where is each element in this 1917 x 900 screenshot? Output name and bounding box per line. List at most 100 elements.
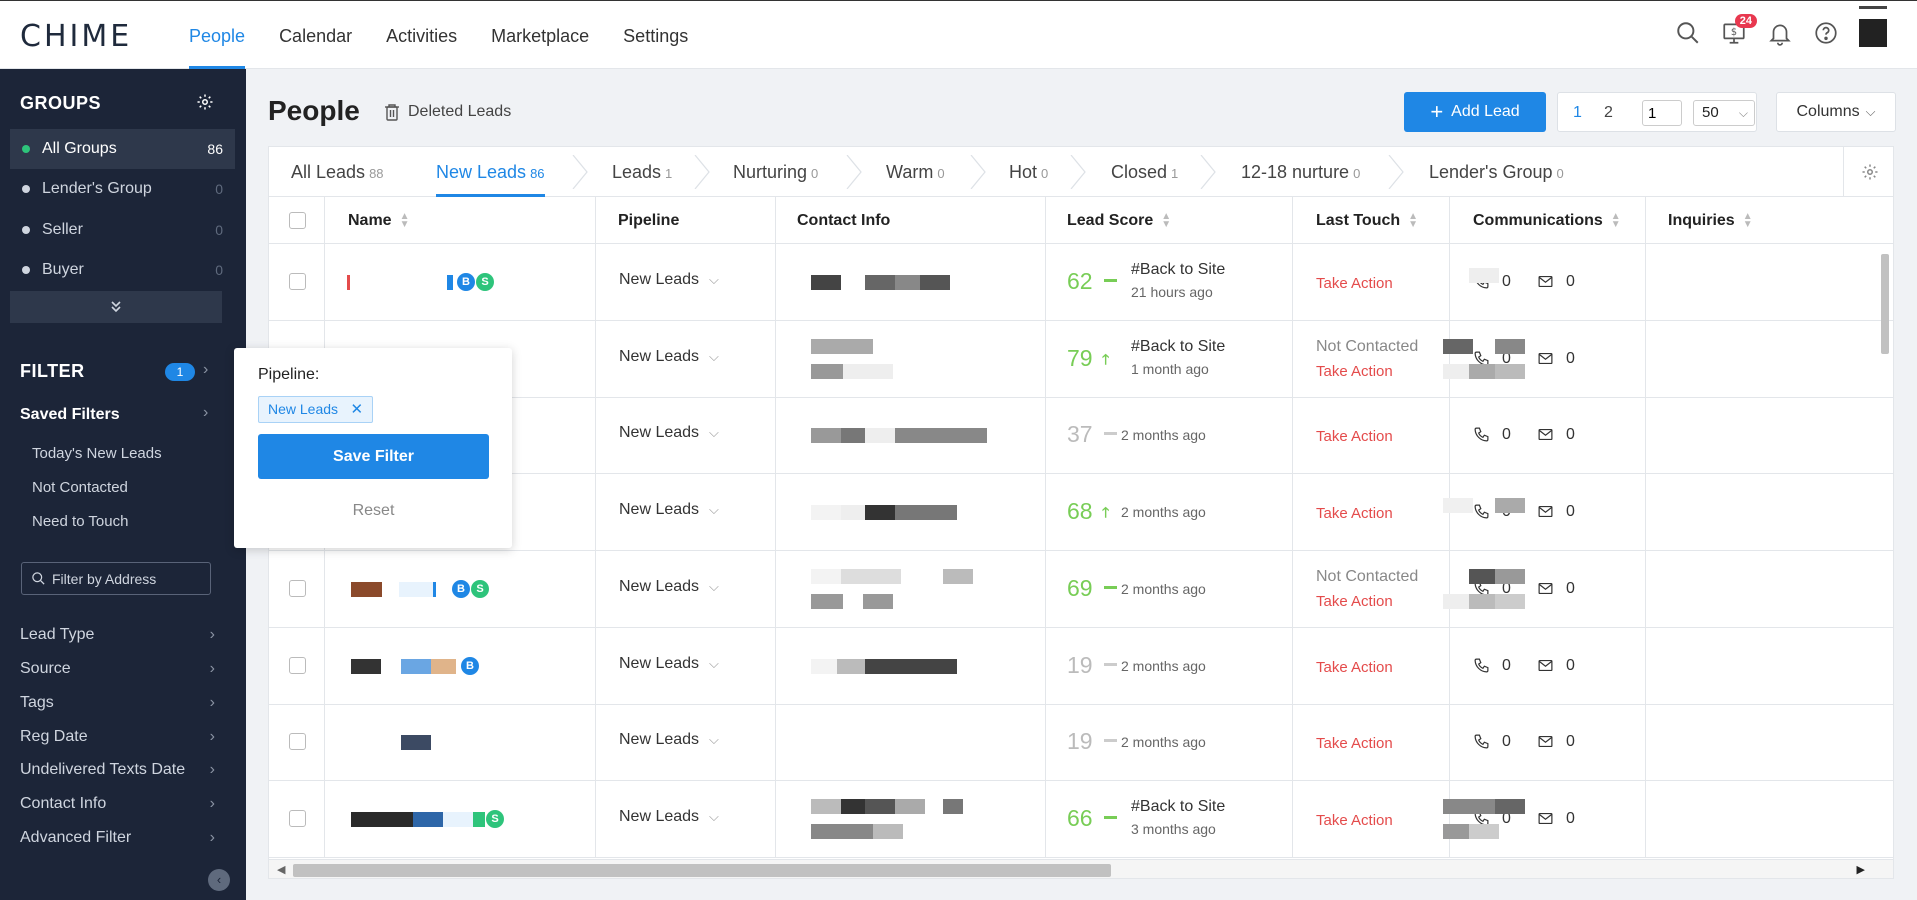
- column-header-lead-score[interactable]: Lead Score ▲ ▼: [1067, 197, 1171, 244]
- pipeline-dropdown[interactable]: New Leads ⌵: [619, 424, 719, 442]
- close-icon[interactable]: ✕: [350, 401, 364, 418]
- nav-marketplace[interactable]: Marketplace: [491, 26, 590, 46]
- take-action-link[interactable]: Take Action: [1316, 362, 1393, 380]
- save-filter-button[interactable]: Save Filter: [258, 434, 489, 479]
- phone-icon[interactable]: [1473, 657, 1490, 674]
- mail-icon[interactable]: [1537, 273, 1554, 290]
- tab-warm[interactable]: Warm 0: [886, 147, 945, 197]
- facet-advanced-filter[interactable]: Advanced Filter ›: [20, 829, 215, 847]
- sort-icon[interactable]: ▲ ▼: [1408, 210, 1419, 230]
- column-header-last-touch[interactable]: Last Touch ▲ ▼: [1316, 197, 1418, 244]
- table-row[interactable]: S New Leads ⌵ 66 #Back to Site 3 months ago Ta…: [269, 781, 1893, 858]
- table-row[interactable]: New Leads ⌵ 37 2 months ago Take Action 0 0: [269, 397, 1893, 475]
- saved-filter-need-to-touch[interactable]: Need to Touch: [32, 513, 129, 530]
- facet-undelivered-texts-date[interactable]: Undelivered Texts Date ›: [20, 761, 215, 779]
- sort-icon[interactable]: ▲ ▼: [1610, 210, 1621, 230]
- take-action-link[interactable]: Take Action: [1316, 592, 1393, 610]
- column-header-inquiries[interactable]: Inquiries ▲ ▼: [1668, 197, 1753, 244]
- take-action-link[interactable]: Take Action: [1316, 275, 1393, 292]
- tab-nurturing[interactable]: Nurturing 0: [733, 147, 818, 197]
- sort-icon[interactable]: ▲ ▼: [1742, 210, 1753, 230]
- take-action-link[interactable]: Take Action: [1316, 735, 1393, 753]
- mail-icon[interactable]: [1537, 580, 1554, 597]
- row-checkbox[interactable]: [289, 809, 306, 827]
- column-header-name[interactable]: Name ▲ ▼: [348, 197, 409, 244]
- tab-closed[interactable]: Closed 1: [1111, 147, 1178, 197]
- per-page-select[interactable]: 50 ⌵: [1693, 100, 1755, 126]
- nav-calendar[interactable]: Calendar: [279, 26, 353, 46]
- pipeline-dropdown[interactable]: New Leads ⌵: [619, 501, 719, 519]
- sort-icon[interactable]: ▲ ▼: [399, 210, 410, 230]
- horizontal-scrollbar[interactable]: ◀ ▶: [269, 859, 1893, 878]
- group-lenders-group[interactable]: Lender's Group 0: [10, 169, 235, 209]
- scroll-right-icon[interactable]: ▶: [1856, 864, 1865, 876]
- page-2-button[interactable]: 2: [1604, 104, 1613, 121]
- facet-tags[interactable]: Tags ›: [20, 694, 215, 712]
- group-all-groups[interactable]: All Groups 86: [10, 129, 235, 169]
- expand-groups-button[interactable]: [10, 291, 222, 323]
- take-action-link[interactable]: Take Action: [1316, 505, 1393, 523]
- monitor-dollar-icon[interactable]: $ 24: [1721, 14, 1757, 46]
- reset-filter-button[interactable]: Reset: [352, 502, 395, 519]
- facet-lead-type[interactable]: Lead Type ›: [20, 626, 215, 644]
- mail-icon[interactable]: [1537, 350, 1554, 367]
- take-action-link[interactable]: Take Action: [1316, 811, 1393, 829]
- tab-hot[interactable]: Hot 0: [1009, 147, 1048, 197]
- phone-icon[interactable]: [1473, 733, 1490, 750]
- tab-lenders-group[interactable]: Lender's Group 0: [1429, 147, 1564, 197]
- select-all-checkbox[interactable]: [289, 212, 306, 229]
- collapse-sidebar-button[interactable]: ‹: [208, 869, 230, 891]
- gear-icon[interactable]: [196, 93, 214, 111]
- help-icon[interactable]: [1813, 20, 1839, 46]
- mail-icon[interactable]: [1537, 810, 1554, 827]
- pipeline-filter-chip[interactable]: New Leads ✕: [258, 396, 374, 423]
- table-row[interactable]: B S New Leads ⌵ 69 2 months ago Not Contacted T…: [269, 551, 1893, 628]
- phone-icon[interactable]: [1473, 426, 1490, 443]
- nav-settings[interactable]: Settings: [623, 26, 689, 46]
- pipeline-dropdown[interactable]: New Leads ⌵: [619, 731, 719, 749]
- tab-new-leads[interactable]: New Leads 86: [436, 147, 545, 197]
- filter-by-address-input[interactable]: [21, 562, 211, 595]
- mail-icon[interactable]: [1537, 503, 1554, 520]
- nav-activities[interactable]: Activities: [386, 26, 458, 46]
- pipeline-dropdown[interactable]: New Leads ⌵: [619, 808, 719, 826]
- pipeline-dropdown[interactable]: New Leads ⌵: [619, 348, 719, 366]
- mail-icon[interactable]: [1537, 426, 1554, 443]
- sort-icon[interactable]: ▲ ▼: [1161, 210, 1172, 230]
- columns-button[interactable]: Columns ⌵: [1776, 92, 1896, 132]
- row-checkbox[interactable]: [289, 579, 306, 597]
- tab-leads[interactable]: Leads 1: [612, 147, 672, 197]
- deleted-leads-link[interactable]: Deleted Leads: [384, 103, 511, 121]
- chevron-right-icon[interactable]: ›: [203, 361, 209, 378]
- row-checkbox[interactable]: [289, 656, 306, 674]
- bell-icon[interactable]: [1767, 20, 1793, 46]
- horizontal-scroll-thumb[interactable]: [293, 864, 1111, 877]
- table-row[interactable]: New Leads ⌵ 19 2 months ago Take Action 0 0: [269, 704, 1893, 782]
- search-icon[interactable]: [1675, 20, 1701, 46]
- page-jump-input[interactable]: [1642, 100, 1682, 126]
- saved-filter-todays-new-leads[interactable]: Today's New Leads: [32, 445, 162, 462]
- vertical-scrollbar[interactable]: [1881, 254, 1889, 354]
- row-checkbox[interactable]: [289, 273, 306, 290]
- take-action-link[interactable]: Take Action: [1316, 428, 1393, 446]
- nav-people[interactable]: People: [189, 1, 246, 69]
- saved-filter-not-contacted[interactable]: Not Contacted: [32, 479, 128, 496]
- scroll-left-icon[interactable]: ◀: [277, 864, 286, 876]
- group-buyer[interactable]: Buyer 0: [10, 250, 235, 290]
- tab-all-leads[interactable]: All Leads 88: [291, 147, 384, 197]
- tab-12-18-nurture[interactable]: 12-18 nurture 0: [1241, 147, 1360, 197]
- tabs-settings-button[interactable]: [1843, 147, 1893, 197]
- table-row[interactable]: New Leads ⌵ 79 🡑 #Back to Site 1 month ago Not…: [269, 321, 1893, 398]
- pipeline-dropdown[interactable]: New Leads ⌵: [619, 271, 719, 289]
- facet-contact-info[interactable]: Contact Info ›: [20, 795, 215, 813]
- add-lead-button[interactable]: + Add Lead: [1404, 92, 1546, 132]
- table-row[interactable]: B New Leads ⌵ 19 2 months ago Take Action 0 0: [269, 628, 1893, 705]
- facet-reg-date[interactable]: Reg Date ›: [20, 728, 215, 746]
- saved-filters-title[interactable]: Saved Filters: [20, 406, 120, 423]
- row-checkbox[interactable]: [289, 733, 306, 751]
- mail-icon[interactable]: [1537, 657, 1554, 674]
- take-action-link[interactable]: Take Action: [1316, 658, 1393, 676]
- group-seller[interactable]: Seller 0: [10, 210, 235, 250]
- column-header-communications[interactable]: Communications ▲ ▼: [1473, 197, 1621, 244]
